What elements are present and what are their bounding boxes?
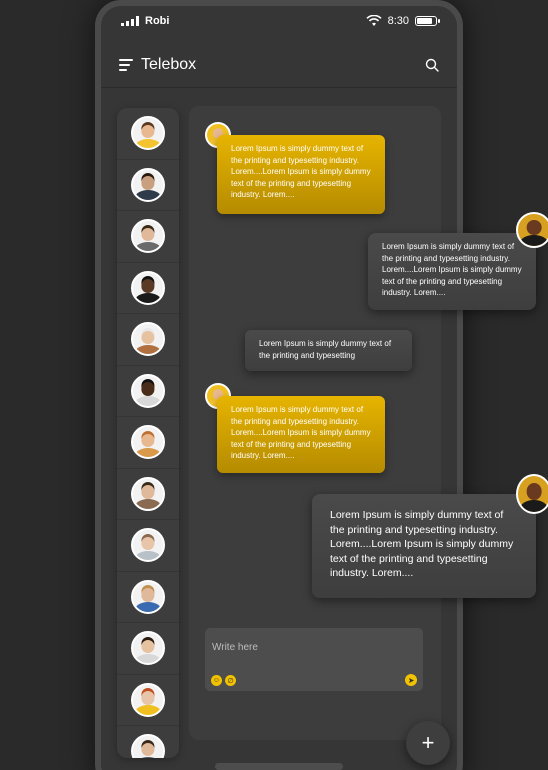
app-title: Telebox <box>141 55 197 73</box>
contact-item[interactable] <box>117 623 179 675</box>
contact-item[interactable] <box>117 366 179 417</box>
avatar <box>131 734 165 758</box>
message-bubble: Lorem Ipsum is simply dummy text of the … <box>217 135 385 214</box>
contact-item[interactable] <box>117 572 179 623</box>
avatar <box>131 322 165 357</box>
receiver-avatar[interactable] <box>516 212 548 248</box>
avatar <box>131 167 165 202</box>
avatar <box>131 631 165 666</box>
message-bubble: Lorem Ipsum is simply dummy text of the … <box>368 233 536 310</box>
contact-list <box>117 108 179 758</box>
carrier-label: Robi <box>145 15 170 27</box>
wifi-icon <box>366 15 382 26</box>
contact-item[interactable] <box>117 211 179 263</box>
contact-item[interactable] <box>117 160 179 211</box>
contact-item[interactable] <box>117 263 179 314</box>
status-left: Robi <box>121 15 169 27</box>
avatar <box>131 579 165 614</box>
receiver-avatar[interactable] <box>516 474 548 514</box>
avatar <box>131 270 165 305</box>
status-bar: Robi 8:30 <box>101 6 457 36</box>
contact-item[interactable] <box>117 417 179 469</box>
avatar <box>131 116 165 151</box>
message-input[interactable] <box>212 642 416 653</box>
avatar <box>131 219 165 254</box>
avatar <box>131 682 165 717</box>
avatar <box>131 528 165 563</box>
home-indicator <box>215 763 343 770</box>
contact-item[interactable] <box>117 469 179 520</box>
battery-icon <box>415 16 440 26</box>
send-icon[interactable] <box>405 674 417 686</box>
header-left: Telebox <box>119 56 196 74</box>
emoji-icon[interactable]: ☺ <box>211 675 222 686</box>
contact-item[interactable] <box>117 520 179 572</box>
contact-item[interactable] <box>117 314 179 366</box>
contact-item[interactable] <box>117 675 179 726</box>
message-bubble: Lorem Ipsum is simply dummy text of the … <box>245 330 412 371</box>
search-icon[interactable] <box>425 58 439 72</box>
add-button[interactable]: + <box>406 721 450 765</box>
contact-item[interactable] <box>117 108 179 160</box>
avatar <box>131 425 165 460</box>
message-composer: ☺ ∅ <box>205 628 423 691</box>
attach-icon[interactable]: ∅ <box>225 675 236 686</box>
composer-tools: ☺ ∅ <box>211 675 236 686</box>
avatar <box>131 373 165 408</box>
avatar <box>131 476 165 511</box>
status-right: 8:30 <box>366 15 440 27</box>
app-header: Telebox <box>101 42 457 88</box>
time-label: 8:30 <box>387 15 409 27</box>
menu-icon[interactable] <box>119 58 133 71</box>
contact-item[interactable] <box>117 726 179 758</box>
message-bubble: Lorem Ipsum is simply dummy text of the … <box>312 494 536 598</box>
message-bubble: Lorem Ipsum is simply dummy text of the … <box>217 396 385 473</box>
signal-icon <box>121 16 139 26</box>
